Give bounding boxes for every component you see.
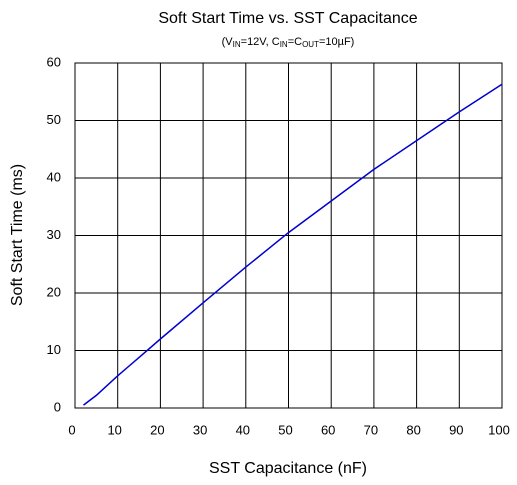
x-tick-label: 20 xyxy=(150,422,164,437)
x-tick-label: 90 xyxy=(449,422,463,437)
y-tick-label: 60 xyxy=(47,54,61,69)
y-tick-label: 10 xyxy=(47,342,61,357)
subtitle-part: =12V, C xyxy=(241,36,280,48)
x-tick-label: 60 xyxy=(321,422,335,437)
y-tick-label: 40 xyxy=(47,169,61,184)
chart-subtitle: (VIN=12V, CIN=COUT=10µF) xyxy=(222,36,355,49)
x-tick-label: 30 xyxy=(193,422,207,437)
x-tick-label: 10 xyxy=(107,422,121,437)
plot-frame xyxy=(74,62,503,409)
x-tick-label: 50 xyxy=(278,422,292,437)
x-tick-label: 70 xyxy=(364,422,378,437)
y-tick-label: 20 xyxy=(47,284,61,299)
subscript: OUT xyxy=(302,40,319,49)
x-axis-label: SST Capacitance (nF) xyxy=(209,460,367,477)
x-tick-label: 80 xyxy=(406,422,420,437)
data-line xyxy=(83,83,503,406)
x-tick-label: 0 xyxy=(68,422,75,437)
subtitle-part: =10µF) xyxy=(319,36,354,48)
y-tick-label: 0 xyxy=(54,399,61,414)
subtitle-part: =C xyxy=(288,36,302,48)
x-tick-label: 100 xyxy=(488,422,510,437)
subscript: IN xyxy=(233,40,241,49)
y-axis-label: Soft Start Time (ms) xyxy=(9,164,26,306)
subscript: IN xyxy=(280,40,288,49)
y-tick-label: 30 xyxy=(47,227,61,242)
subtitle-part: (V xyxy=(222,36,234,48)
x-tick-label: 40 xyxy=(236,422,250,437)
y-tick-label: 50 xyxy=(47,112,61,127)
chart-title: Soft Start Time vs. SST Capacitance xyxy=(158,10,417,27)
